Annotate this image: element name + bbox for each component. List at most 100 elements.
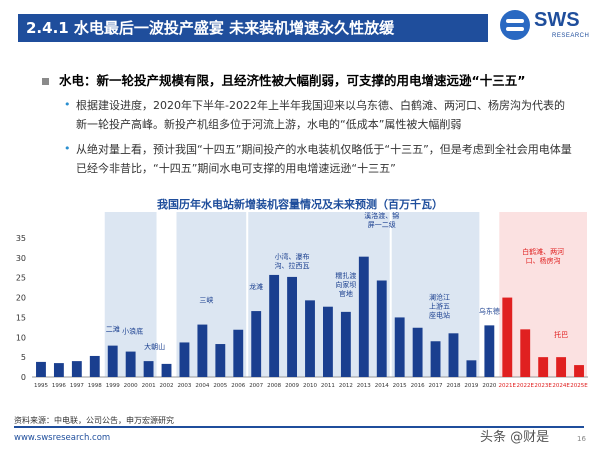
x-tick-label: 2019 xyxy=(464,383,478,389)
x-tick-label: 2005 xyxy=(213,383,227,389)
bar xyxy=(179,342,190,377)
main-bullet-text: 水电：新一轮投产规模有限，且经济性被大幅削弱，可支撑的用电增速远逊“十三五” xyxy=(59,73,526,88)
bar-annotation: 澜沧江上游五座电站 xyxy=(429,292,450,319)
bar xyxy=(36,361,46,377)
x-tick-label: 2001 xyxy=(142,383,156,389)
bar-chart: 0 5 10 15 20 25 30 35 1995 1996 1997 1998 1999 2000 20… xyxy=(16,211,588,389)
bar xyxy=(538,357,549,377)
x-tick-label: 2017 xyxy=(429,383,443,389)
x-tick-label: 2007 xyxy=(249,383,263,389)
x-tick-label: 2003 xyxy=(177,383,191,389)
header: 2.4.1 水电最后一波投产盛宴 未来装机增速永久性放缓 SWS RESEARC… xyxy=(0,0,600,52)
bar-annotation: 小浪底 xyxy=(122,327,143,336)
x-tick-label: 2013 xyxy=(357,383,371,389)
y-tick-label: 20 xyxy=(16,294,26,303)
square-bullet-icon xyxy=(42,78,49,85)
bar xyxy=(340,311,351,377)
x-tick-label: 2015 xyxy=(393,383,407,389)
y-tick-label: 15 xyxy=(16,313,26,322)
bar xyxy=(125,351,136,377)
x-tick-label: 1999 xyxy=(106,383,120,389)
footer-divider xyxy=(14,426,584,428)
footer-url[interactable]: www.swsresearch.com xyxy=(14,433,111,443)
x-tick-label: 2023E xyxy=(534,383,552,389)
x-tick-label: 2000 xyxy=(124,383,138,389)
y-tick-label: 30 xyxy=(16,254,26,263)
dot-bullet-icon: • xyxy=(64,142,71,155)
bar xyxy=(305,300,315,377)
bar xyxy=(233,329,244,377)
x-tick-label: 2009 xyxy=(285,383,299,389)
x-tick-label: 2011 xyxy=(321,383,335,389)
bar xyxy=(269,274,280,377)
sub-bullet-text: 从绝对量上看，预计我国“十四五”期间投产的水电装机仅略低于“十三五”，但是考虑到… xyxy=(76,143,572,175)
bar xyxy=(574,365,584,377)
bar xyxy=(376,280,387,377)
x-tick-label: 2025E xyxy=(570,383,588,389)
y-tick-label: 10 xyxy=(16,333,26,342)
bar-annotation: 小湾、瀑布沟、拉西瓦 xyxy=(275,252,310,270)
bar xyxy=(394,317,405,377)
x-tick-label: 2021E xyxy=(499,383,517,389)
bar xyxy=(107,345,118,377)
bar xyxy=(143,361,154,377)
bar xyxy=(53,363,64,377)
sub-bullet: • 从绝对量上看，预计我国“十四五”期间投产的水电装机仅略低于“十三五”，但是考… xyxy=(64,140,574,178)
bar xyxy=(89,355,100,377)
y-tick-label: 0 xyxy=(21,373,26,382)
bar-annotation: 大朝山 xyxy=(144,342,165,351)
bar xyxy=(161,363,172,377)
main-bullet: 水电：新一轮投产规模有限，且经济性被大幅削弱，可支撑的用电增速远逊“十三五” xyxy=(42,70,525,89)
bar-annotation: 托巴 xyxy=(554,330,568,339)
x-tick-label: 2016 xyxy=(411,383,425,389)
x-tick-label: 2010 xyxy=(303,383,317,389)
bar-annotation: 白鹤滩、两河口、杨房沟 xyxy=(522,247,564,265)
bar-annotation: 龙滩 xyxy=(249,282,263,291)
bar xyxy=(251,311,262,377)
logo-icon xyxy=(500,10,530,40)
x-tick-label: 1996 xyxy=(52,383,66,389)
bar xyxy=(197,324,208,377)
bar xyxy=(287,276,297,377)
logo-text: SWS xyxy=(534,9,580,31)
dot-bullet-icon: • xyxy=(64,98,71,111)
x-tick-label: 2006 xyxy=(231,383,245,389)
bar xyxy=(71,361,82,377)
chart-title: 我国历年水电站新增装机容量情况及未来预测（百万千瓦） xyxy=(157,198,443,211)
sub-bullet: • 根据建设进度，2020年下半年-2022年上半年我国迎来以乌东德、白鹤滩、两… xyxy=(64,96,574,134)
era-band xyxy=(499,212,587,377)
x-tick-label: 2002 xyxy=(160,383,174,389)
watermark: 头条 @财是 xyxy=(480,430,550,445)
sub-bullet-text: 根据建设进度，2020年下半年-2022年上半年我国迎来以乌东德、白鹤滩、两河口… xyxy=(76,99,565,131)
bar xyxy=(430,341,441,377)
bar xyxy=(556,357,567,377)
y-tick-label: 25 xyxy=(16,274,26,283)
x-tick-label: 1997 xyxy=(70,383,84,389)
bar xyxy=(502,297,513,377)
sub-bullet-list: • 根据建设进度，2020年下半年-2022年上半年我国迎来以乌东德、白鹤滩、两… xyxy=(64,96,574,184)
y-tick-label: 35 xyxy=(16,234,26,243)
logo-sub: RESEARCH xyxy=(552,33,590,39)
bar xyxy=(358,256,369,377)
x-tick-label: 2012 xyxy=(339,383,353,389)
source-note: 资料来源：中电联，公司公告，申万宏源研究 xyxy=(14,416,174,425)
bar-annotation: 糯扎渡向家坝官地 xyxy=(335,271,356,298)
x-tick-label: 1995 xyxy=(34,383,48,389)
bar-annotation: 乌东德 xyxy=(479,306,500,315)
bar xyxy=(484,325,495,377)
x-tick-label: 2024E xyxy=(552,383,570,389)
x-tick-label: 2014 xyxy=(375,383,389,389)
x-tick-label: 2008 xyxy=(267,383,281,389)
bar xyxy=(323,306,333,377)
title-bar xyxy=(18,14,488,42)
bar-annotation: 溪洛渡、锦屏一二级 xyxy=(364,211,399,229)
page-title: 2.4.1 水电最后一波投产盛宴 未来装机增速永久性放缓 xyxy=(26,19,395,37)
x-tick-label: 1998 xyxy=(88,383,102,389)
sws-logo: SWS RESEARCH xyxy=(500,8,592,46)
x-tick-label: 2022E xyxy=(516,383,534,389)
bar-annotation: 二滩 xyxy=(106,325,120,334)
x-tick-label: 2020 xyxy=(482,383,496,389)
bar xyxy=(520,329,531,377)
bar xyxy=(412,327,423,377)
y-tick-label: 5 xyxy=(21,353,26,362)
